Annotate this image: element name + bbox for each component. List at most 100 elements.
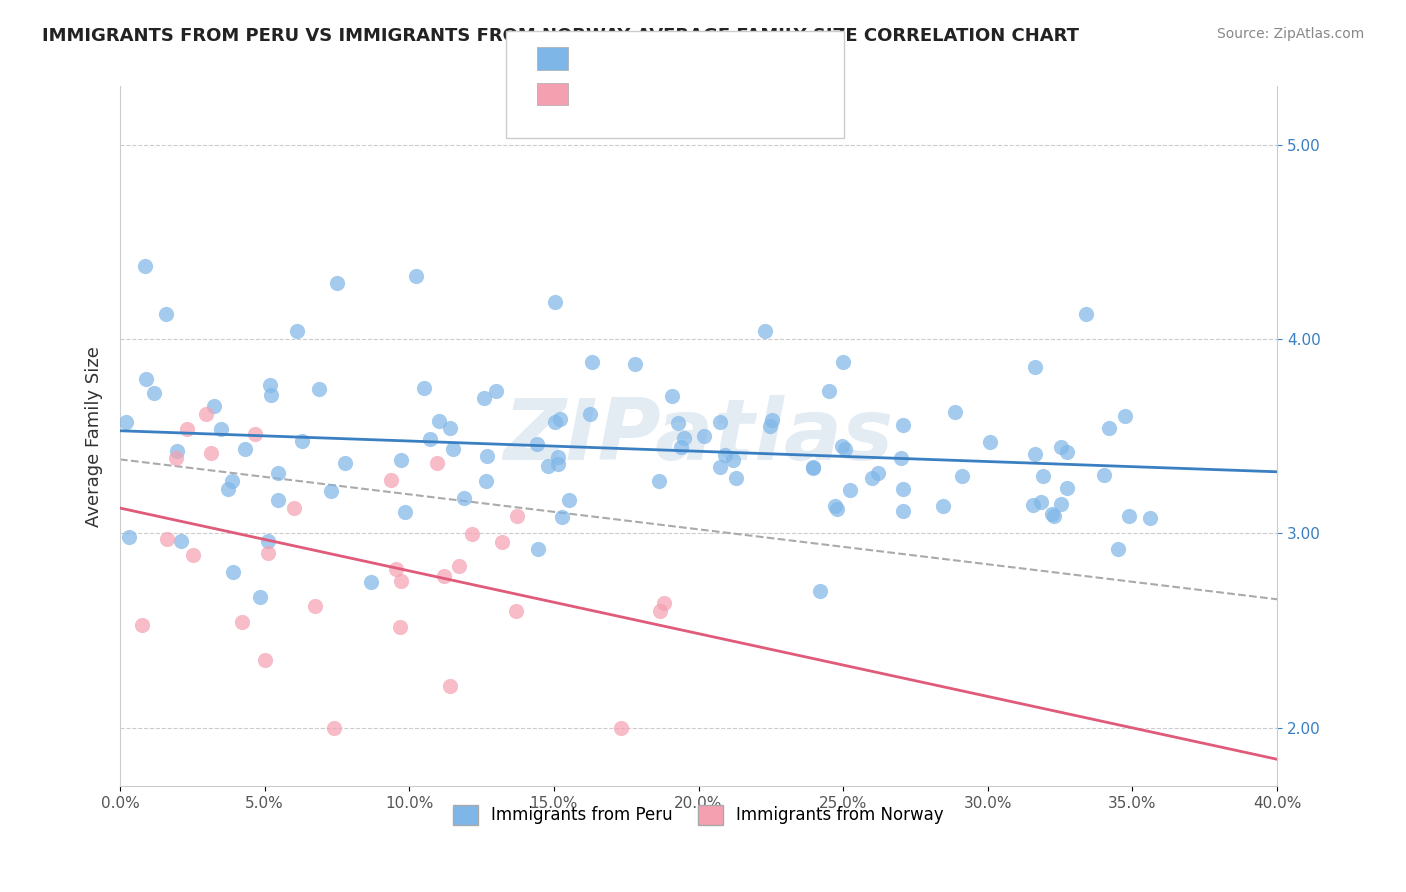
Point: [267, 493, 290, 508]
Point: [176, 422, 198, 436]
Point: [1092, 468, 1115, 483]
Point: [439, 421, 461, 435]
Point: [260, 388, 283, 402]
Y-axis label: Average Family Size: Average Family Size: [86, 345, 103, 526]
Point: [405, 269, 427, 284]
Point: [326, 277, 349, 291]
Point: [166, 443, 188, 458]
Point: [475, 474, 498, 488]
Text: N =: N =: [675, 49, 723, 67]
Point: [389, 574, 412, 588]
Point: [135, 371, 157, 385]
Point: [267, 467, 290, 481]
Point: [801, 460, 824, 475]
Text: Source: ZipAtlas.com: Source: ZipAtlas.com: [1216, 27, 1364, 41]
Point: [506, 508, 529, 523]
Point: [891, 417, 914, 432]
Point: [661, 389, 683, 403]
Point: [427, 414, 450, 428]
Point: [648, 474, 671, 488]
Point: [543, 415, 565, 429]
Point: [449, 558, 471, 573]
Point: [472, 391, 495, 405]
Point: [233, 442, 256, 457]
Text: R =: R =: [579, 85, 616, 103]
Point: [801, 459, 824, 474]
Point: [131, 618, 153, 632]
Point: [834, 442, 856, 457]
Point: [831, 439, 853, 453]
Point: [860, 471, 883, 485]
Point: [217, 482, 239, 496]
Point: [581, 355, 603, 369]
Point: [761, 413, 783, 427]
Point: [333, 456, 356, 470]
Point: [194, 407, 217, 421]
Point: [1056, 444, 1078, 458]
Point: [713, 448, 735, 462]
Point: [461, 526, 484, 541]
Point: [389, 452, 412, 467]
Point: [412, 381, 434, 395]
Point: [758, 419, 780, 434]
Point: [285, 324, 308, 338]
Point: [652, 596, 675, 610]
Point: [426, 456, 449, 470]
Point: [283, 500, 305, 515]
Point: [839, 483, 862, 497]
Point: [725, 471, 748, 485]
Text: -0.236: -0.236: [626, 49, 679, 67]
Text: ZIPatlas: ZIPatlas: [503, 394, 894, 477]
Text: -0.490: -0.490: [626, 85, 679, 103]
Point: [979, 435, 1001, 450]
Point: [754, 324, 776, 338]
Point: [666, 416, 689, 430]
Point: [360, 574, 382, 589]
Point: [1139, 511, 1161, 525]
Point: [200, 446, 222, 460]
Point: [323, 721, 346, 735]
Point: [1029, 495, 1052, 509]
Point: [433, 569, 456, 583]
Point: [547, 450, 569, 464]
Point: [1032, 468, 1054, 483]
Point: [824, 499, 846, 513]
Point: [389, 620, 412, 634]
Point: [1056, 481, 1078, 495]
Point: [505, 604, 527, 618]
Point: [170, 533, 193, 548]
Point: [1050, 440, 1073, 454]
Point: [231, 615, 253, 629]
Point: [380, 473, 402, 487]
Point: [143, 385, 166, 400]
Point: [155, 307, 177, 321]
Point: [1107, 541, 1129, 556]
Point: [578, 407, 600, 421]
Point: [544, 295, 567, 310]
Point: [419, 433, 441, 447]
Point: [439, 679, 461, 693]
Point: [1040, 507, 1063, 521]
Point: [1024, 447, 1046, 461]
Point: [669, 440, 692, 454]
Point: [537, 459, 560, 474]
Point: [453, 491, 475, 505]
Text: 105: 105: [717, 49, 748, 67]
Point: [890, 451, 912, 466]
Point: [181, 549, 204, 563]
Point: [866, 466, 889, 480]
Point: [485, 384, 508, 398]
Point: [551, 510, 574, 524]
Point: [308, 382, 330, 396]
Point: [693, 429, 716, 443]
Point: [1050, 498, 1073, 512]
Point: [548, 412, 571, 426]
Point: [319, 483, 342, 498]
Point: [253, 652, 276, 666]
Point: [808, 584, 831, 599]
Point: [257, 546, 280, 560]
Point: [721, 452, 744, 467]
Point: [1114, 409, 1136, 423]
Point: [709, 415, 731, 429]
Point: [825, 502, 848, 516]
